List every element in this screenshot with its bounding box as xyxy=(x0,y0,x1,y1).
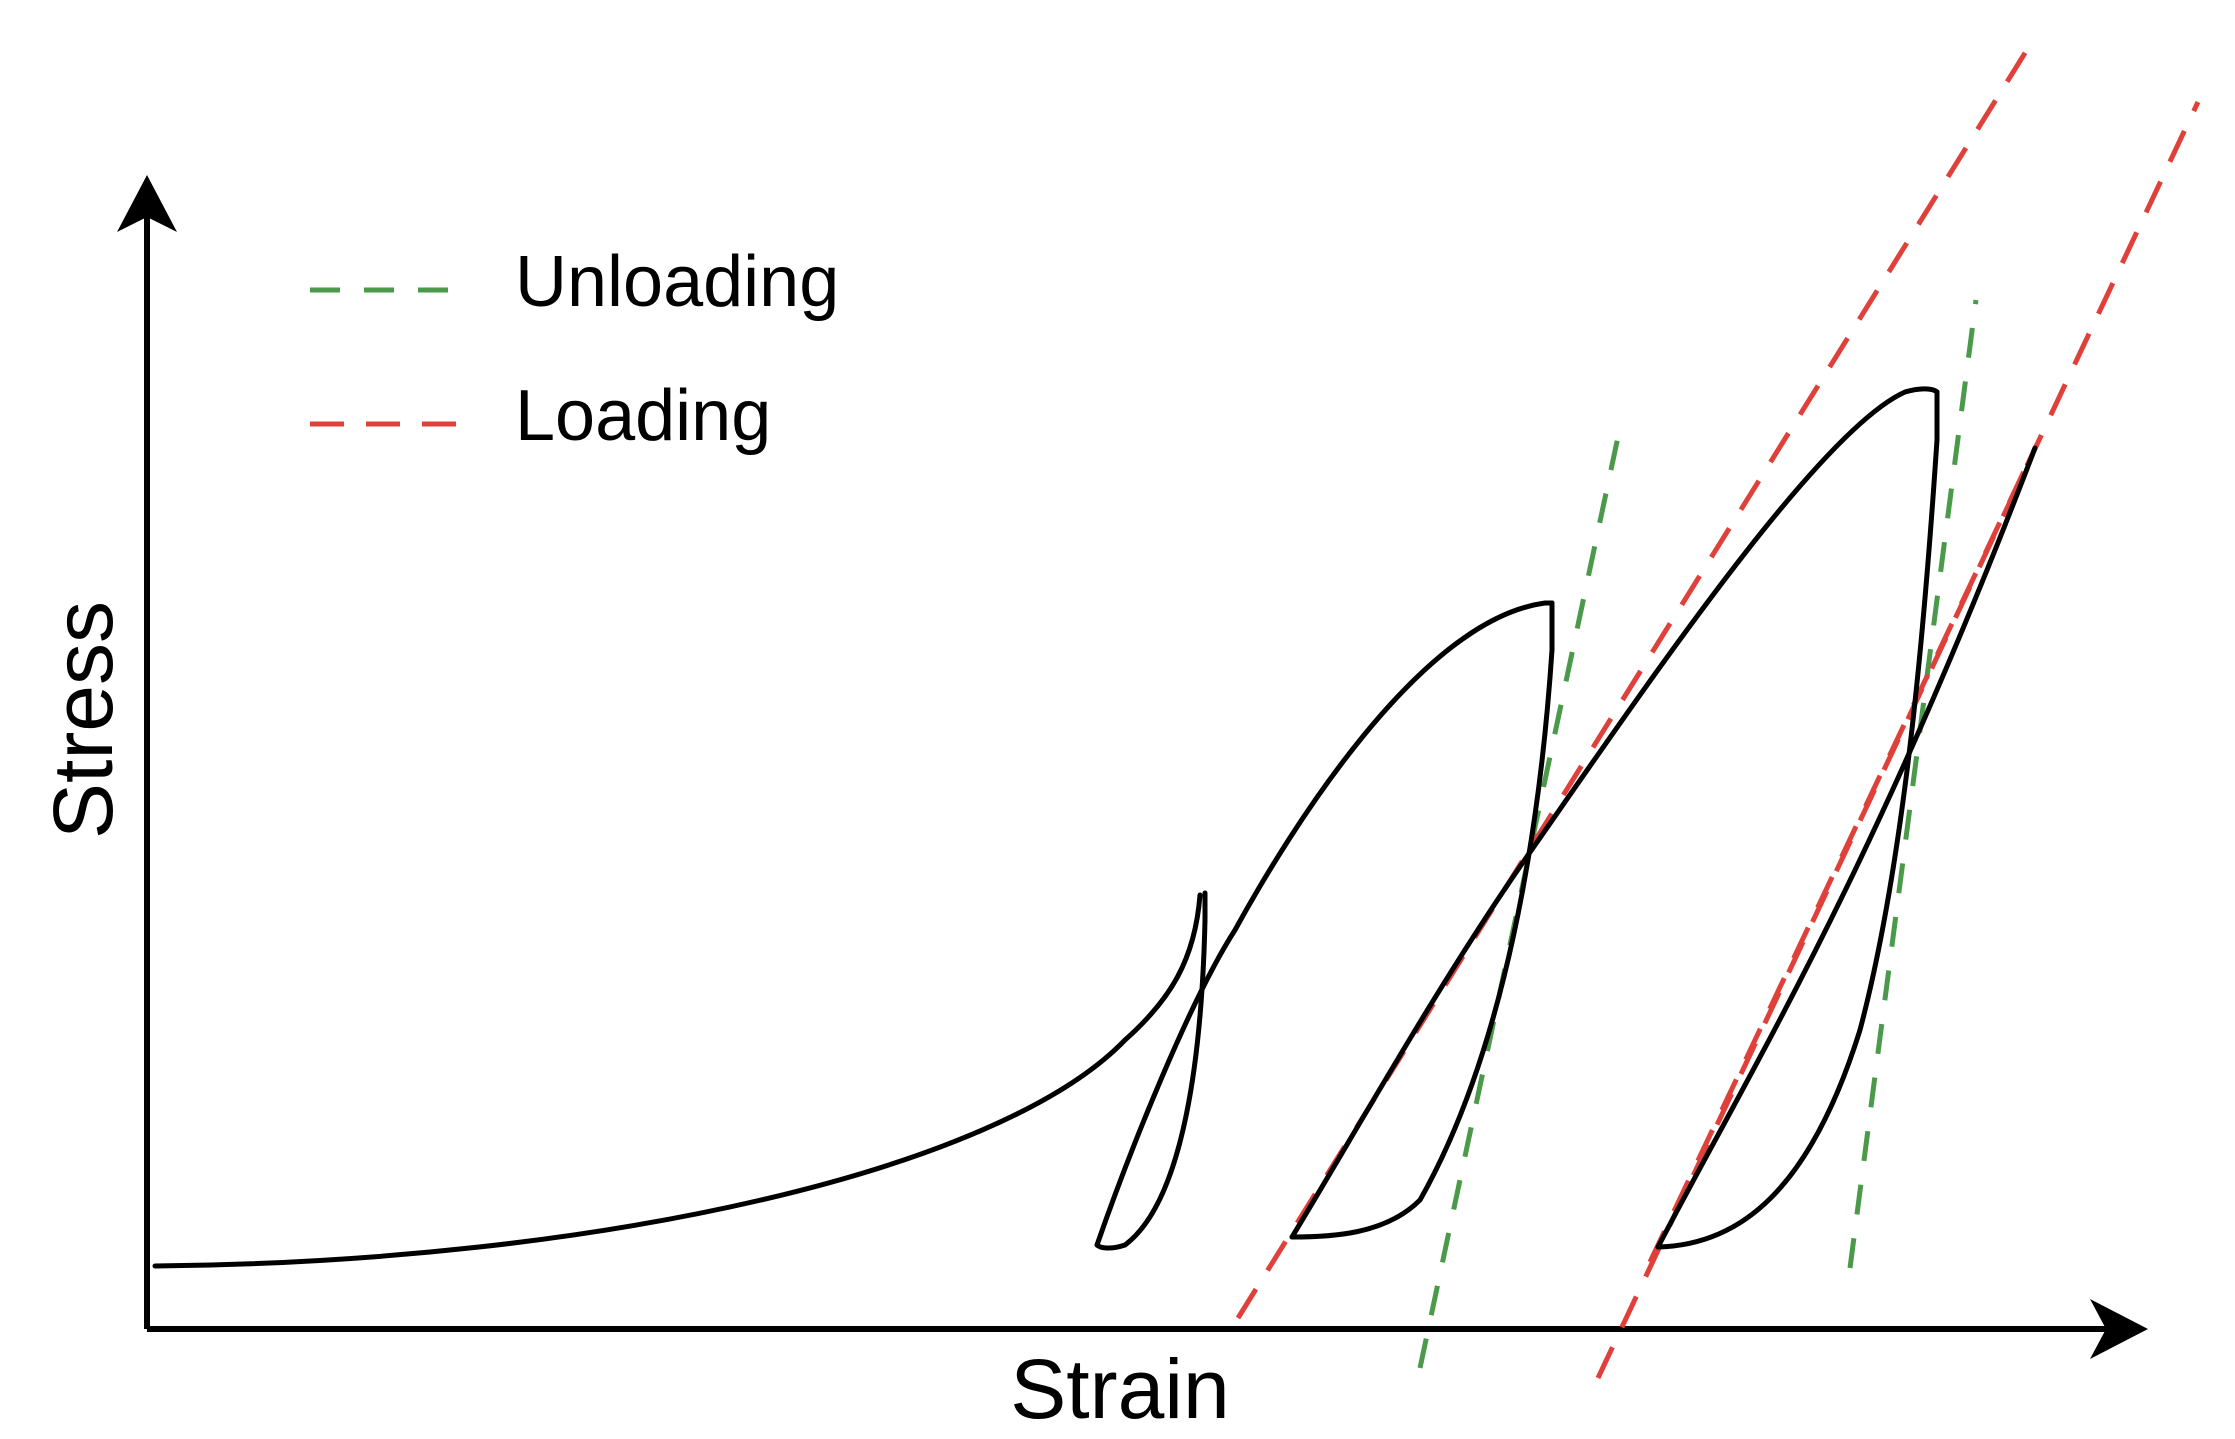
cycle-1-reloading xyxy=(1094,600,1555,1248)
unloading-lines xyxy=(1417,299,1979,1369)
axes xyxy=(117,175,2148,1359)
y-axis-title: Stress xyxy=(36,601,130,839)
x-axis-arrow-icon xyxy=(2090,1299,2148,1359)
y-axis-arrow-icon xyxy=(117,175,177,232)
loading-line-cycle-3-lower xyxy=(1647,446,2038,1264)
legend: Unloading Loading xyxy=(310,242,839,456)
cycle-2-reloading xyxy=(1289,386,1940,1240)
unloading-line-cycle-3 xyxy=(1847,299,1979,1269)
initial-loading-curve xyxy=(152,892,1203,1269)
legend-unloading-label: Unloading xyxy=(515,242,839,322)
stress-strain-curve xyxy=(152,386,2038,1269)
cycle-3-reloading xyxy=(1655,445,2038,1250)
x-axis-title: Strain xyxy=(1010,1342,1229,1436)
cycle-2-unloading xyxy=(1289,600,1555,1240)
legend-loading-label: Loading xyxy=(515,376,771,456)
cycle-3-unloading xyxy=(1655,389,1940,1250)
